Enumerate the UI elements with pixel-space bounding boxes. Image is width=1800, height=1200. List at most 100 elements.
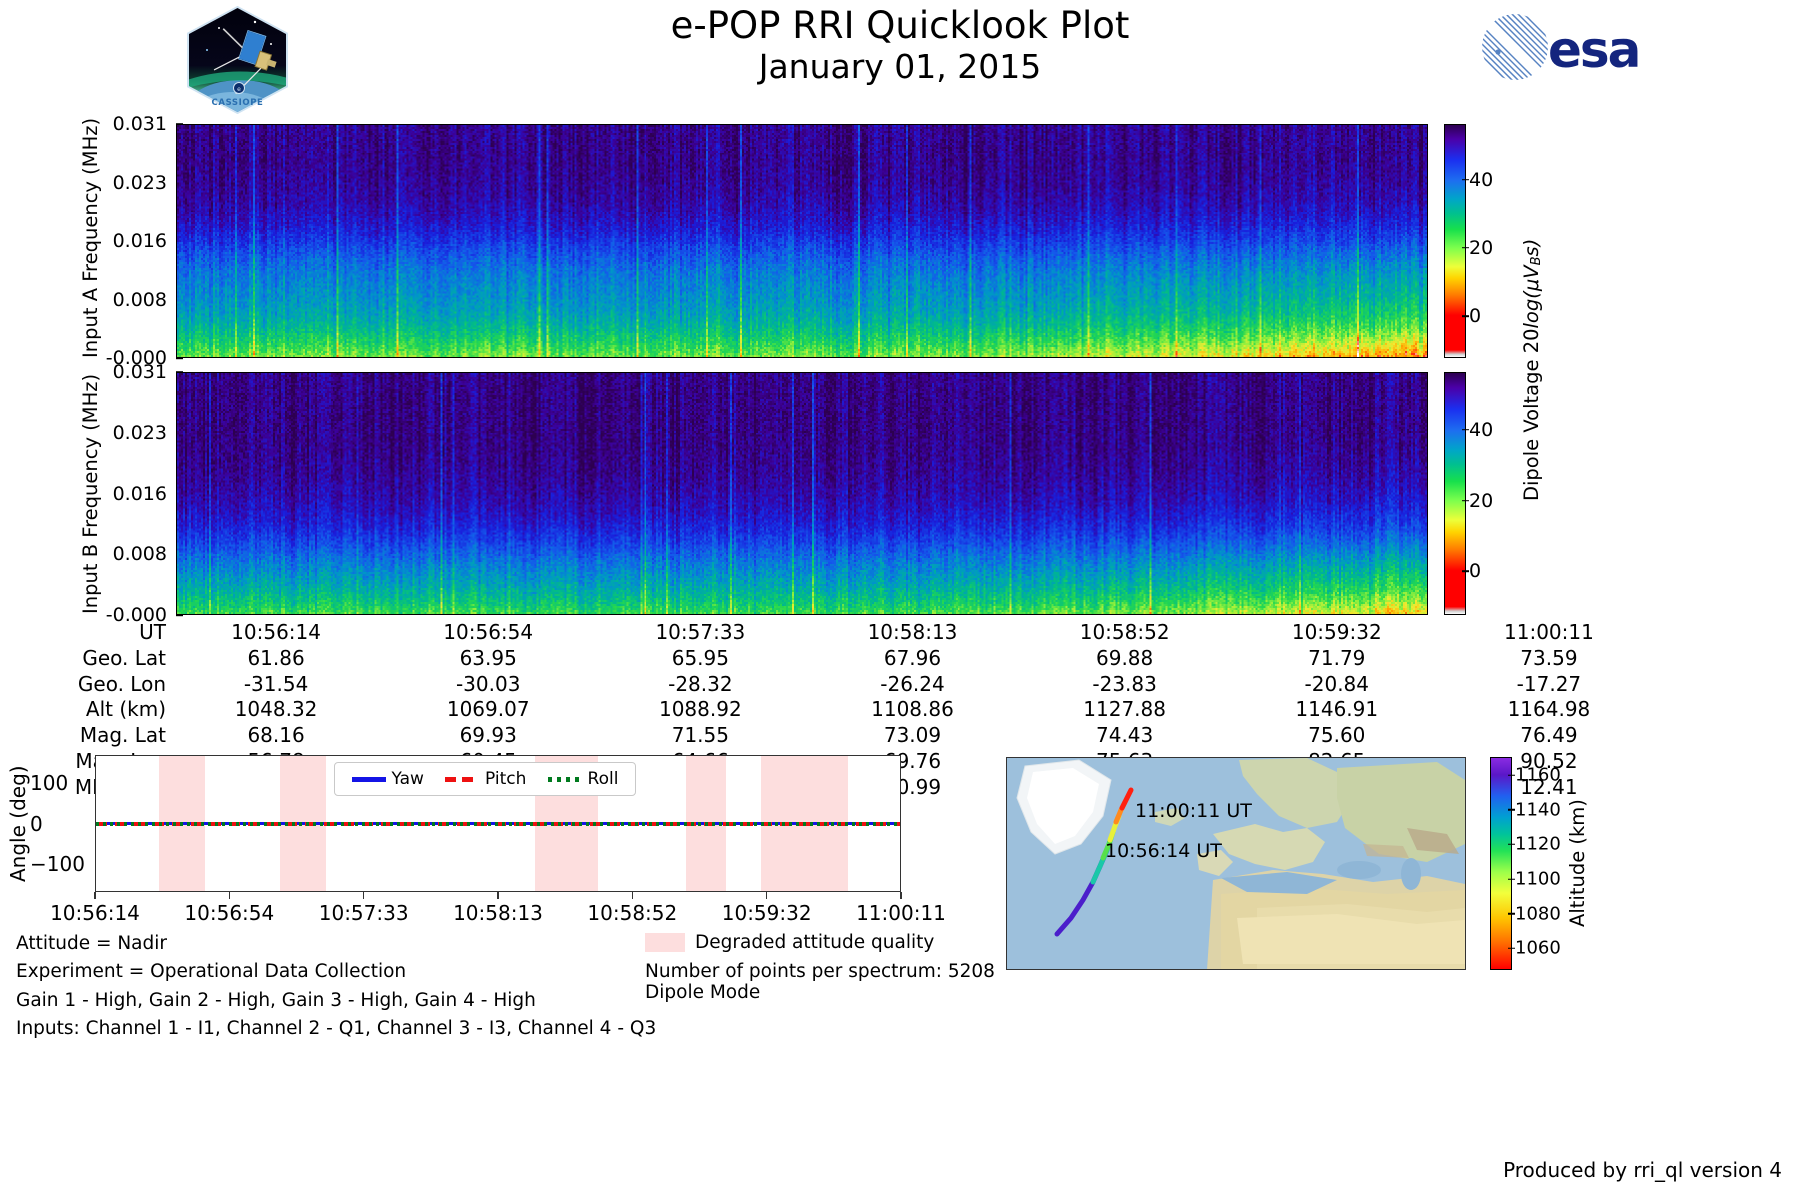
attitude-x-tick-label: 11:00:11 (856, 901, 946, 925)
colorbar-tick-mark (1462, 315, 1469, 317)
coord-cell: -31.54 (243, 671, 309, 696)
footer-attitude: Attitude = Nadir (16, 933, 168, 954)
colorbar-tick-mark (1462, 428, 1469, 431)
attitude-x-tick-label: 10:56:54 (184, 901, 275, 925)
footer-left-block: Attitude = Nadir Experiment = Operationa… (16, 930, 656, 1043)
y-tick-mark (176, 357, 183, 359)
svg-text:e: e (237, 86, 241, 93)
colorbar-tick-label: 20 (1462, 490, 1493, 512)
footer-inputs: Inputs: Channel 1 - I1, Channel 2 - Q1, … (16, 1017, 657, 1039)
coord-cell: 1164.98 (1507, 697, 1591, 722)
altitude-tick-mark (1508, 878, 1515, 880)
attitude-y-tick: −100 (30, 851, 85, 876)
esa-logo: esa (1480, 12, 1680, 82)
coord-cell: 1146.91 (1295, 697, 1379, 722)
attitude-x-tick-label: 10:58:52 (587, 901, 678, 925)
attitude-x-tick-mark (900, 892, 902, 899)
page-title: e-POP RRI Quicklook Plot January 01, 201… (0, 4, 1800, 87)
degraded-quality-swatch (645, 933, 685, 952)
panel-a-yaxis: 0.031 0.023 0.016 0.008 -0.000 (66, 113, 183, 369)
attitude-xaxis: 10:56:14 10:56:54 10:57:33 10:58:13 10:58:52… (50, 892, 946, 926)
coord-cell: 10:58:13 (867, 620, 958, 644)
coord-cell: 10:57:33 (655, 620, 746, 644)
table-row: Alt (km) 1048.32 1069.07 1088.92 1108.86 1127… (0, 697, 1655, 723)
y-tick-label: 0.008 (112, 543, 167, 566)
coord-cell: 69.93 (459, 723, 517, 748)
map-label-end: 11:00:11 UT (1135, 800, 1252, 822)
coord-cell: 67.96 (883, 645, 942, 670)
colorbar-tick-mark (1462, 499, 1469, 502)
coord-row-label: Alt (km) (85, 697, 166, 722)
spectrogram-input-a (176, 124, 1428, 358)
coord-cell: 11:00:11 (1504, 620, 1594, 644)
coord-row-label: UT (139, 620, 166, 644)
colorbar-tick-label: 40 (1462, 169, 1493, 191)
y-tick-label: 0.031 (112, 113, 167, 135)
y-tick-label: 0.023 (112, 421, 167, 444)
table-row: UT 10:56:14 10:56:54 10:57:33 10:58:13 10:58:… (0, 620, 1655, 646)
altitude-tick-mark (1508, 912, 1515, 915)
produced-by-label: Produced by rri_ql version 4 (1503, 1158, 1782, 1182)
footer-gains: Gain 1 - High, Gain 2 - High, Gain 3 - H… (16, 989, 536, 1011)
altitude-tick-label: 1160 (1508, 765, 1561, 786)
coord-cell: 1088.92 (658, 697, 742, 722)
coord-cell: 61.86 (247, 645, 305, 670)
coord-cell: 75.60 (1308, 723, 1366, 748)
y-tick-label: -0.000 (105, 604, 167, 626)
legend-swatch-pitch (445, 776, 480, 782)
coord-cell: -20.84 (1304, 671, 1370, 696)
cbar-label-log: log (1520, 298, 1543, 329)
coord-cell: 1127.88 (1083, 697, 1166, 722)
altitude-tick-mark (1508, 809, 1515, 811)
legend-label-yaw: Yaw (391, 769, 424, 789)
colorbar-tick-label: 0 (1462, 560, 1481, 582)
title-line-1: e-POP RRI Quicklook Plot (670, 4, 1130, 47)
table-row: Geo. Lon -31.54 -30.03 -28.32 -26.24 -23.83 -2… (0, 672, 1655, 698)
altitude-tick-mark (1508, 947, 1515, 949)
attitude-x-tick-label: 10:57:33 (318, 901, 409, 925)
attitude-x-tick-mark (631, 892, 634, 899)
altitude-tick-mark (1508, 843, 1515, 846)
coord-cell: 74.43 (1096, 723, 1154, 748)
cbar-label-paren-close: ) (1520, 238, 1543, 247)
coord-cell: 10:56:54 (443, 620, 534, 644)
colorbar-tick-mark (1462, 247, 1469, 249)
coord-cell: 73.59 (1520, 645, 1578, 670)
y-tick-label: 0.031 (112, 361, 167, 383)
coord-cell: 12.41 (1520, 774, 1578, 799)
coord-cell: 69.88 (1096, 645, 1154, 670)
colorbar-tick-mark (1462, 570, 1469, 573)
footer-points-per-spectrum: Number of points per spectrum: 5208 (645, 961, 995, 982)
y-tick-label: 0.008 (112, 288, 167, 311)
cassiope-logo-caption: CASSIOPE (212, 98, 264, 108)
coord-cell: -23.83 (1092, 671, 1157, 696)
colorbar-panel-b: 40 20 0 (1444, 372, 1493, 615)
altitude-colorbar-label: Altitude (km) (1566, 799, 1589, 928)
cbar-label-s: s (1520, 246, 1543, 257)
cbar-label-sub: B (1528, 256, 1544, 266)
attitude-x-tick-mark (228, 892, 231, 899)
attitude-ylabel: Angle (deg) (6, 765, 30, 882)
esa-wordmark: esa (1548, 21, 1639, 79)
coord-cell: 63.95 (459, 645, 517, 670)
colorbar-tick-label: 40 (1462, 419, 1493, 441)
attitude-legend: Yaw Pitch Roll (334, 762, 636, 796)
coord-cell: 68.16 (247, 723, 305, 748)
legend-label-pitch: Pitch (485, 769, 527, 789)
colorbar-tick-label: 0 (1462, 305, 1481, 327)
attitude-y-tick: 100 (30, 771, 69, 796)
legend-label-roll: Roll (587, 769, 619, 789)
coord-cell: 10:59:32 (1291, 620, 1382, 644)
coord-cell: 1048.32 (234, 697, 318, 722)
coord-cell: -30.03 (455, 671, 521, 696)
coord-cell: -17.27 (1516, 671, 1582, 696)
cbar-label-paren-open: ( (1520, 291, 1543, 299)
coord-cell: 73.09 (883, 723, 942, 748)
altitude-tick-label: 1140 (1508, 799, 1561, 820)
altitude-colorbar: 1160 1140 1120 1100 1080 1060 (1490, 757, 1561, 970)
coord-cell: 1108.86 (871, 697, 954, 722)
altitude-tick-mark (1508, 774, 1515, 777)
spectrogram-input-b (176, 372, 1428, 615)
title-line-2: January 01, 2015 (758, 46, 1042, 86)
map-label-start: 10:56:14 UT (1105, 840, 1222, 862)
